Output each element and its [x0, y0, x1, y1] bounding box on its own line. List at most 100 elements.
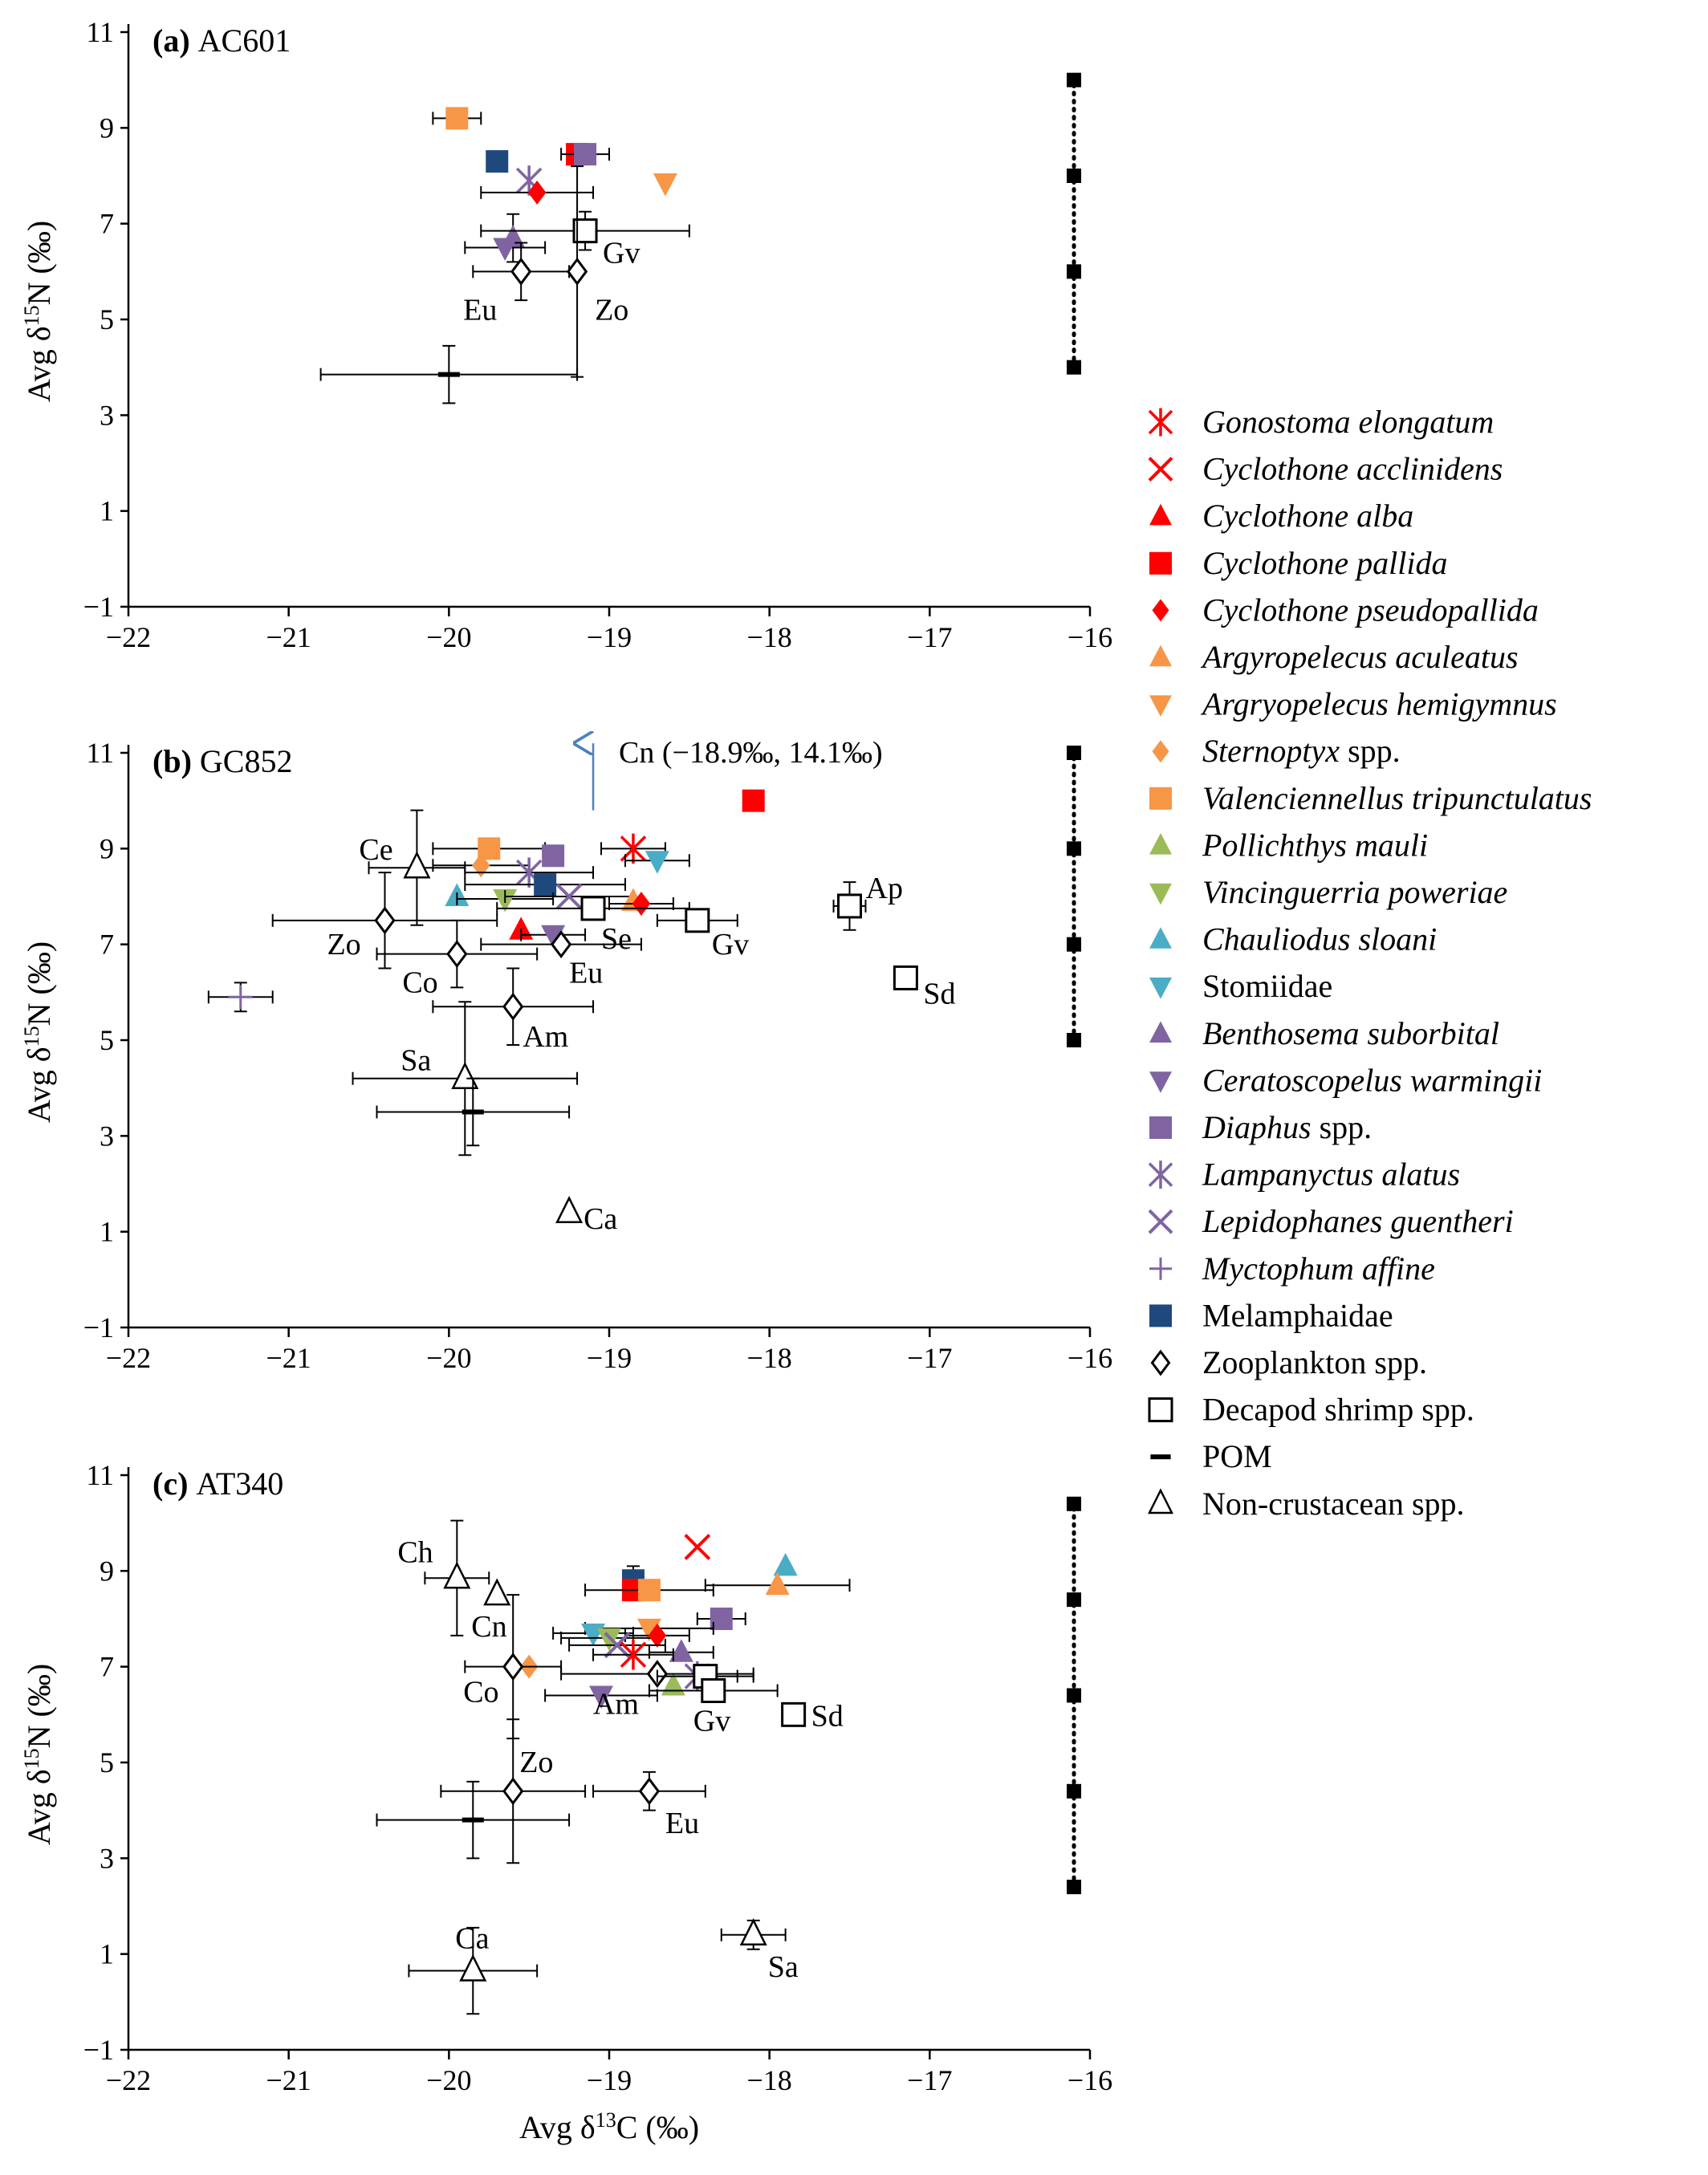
- point-label-gv: Gv: [603, 237, 640, 270]
- y-tick-label: 9: [100, 1555, 114, 1587]
- trophic-scale-marker: [1067, 1688, 1082, 1703]
- legend-item-lampanyctus-alatus: Lampanyctus alatus: [1148, 1157, 1460, 1193]
- marker-am: [502, 992, 524, 1021]
- point-sd: Sd: [781, 1699, 844, 1733]
- marker-ceratoscopelus-warmingii: [493, 238, 518, 261]
- legend-item-myctophum-affine: Myctophum affine: [1149, 1250, 1435, 1287]
- y-tick-label: 1: [100, 1938, 114, 1970]
- y-tick-label: 1: [100, 495, 114, 527]
- point-zo: Zo: [566, 165, 628, 378]
- y-tick-label: −1: [83, 2034, 114, 2066]
- point-valenciennellus-tripunctulatus: [432, 837, 547, 860]
- marker-chauliodus-sloani: [773, 1552, 798, 1576]
- marker-cyclothone-pseudopallida: [527, 180, 547, 205]
- point-cyclothone-alba: [509, 917, 534, 940]
- legend-label: Argryopelecus hemigymnus: [1200, 686, 1557, 722]
- x-tick-label: −18: [747, 1342, 792, 1374]
- marker-melamphaidae: [534, 873, 557, 896]
- point-label-am: Am: [523, 1020, 568, 1054]
- legend-label: Pollichthys mauli: [1202, 827, 1428, 863]
- panel-gc852: −1 1 3 5 7 9 11 −22 −21 −20 −19 −18 −17 −16 Avg δ15N (…: [20, 736, 1112, 1374]
- legend-marker: [1148, 1397, 1173, 1423]
- legend-item-argryopelecus-hemigymnus: Argryopelecus hemigymnus: [1149, 686, 1557, 722]
- y-tick-label: −1: [83, 1311, 114, 1344]
- marker-eu: [638, 1777, 661, 1806]
- point-label-ap: Ap: [866, 872, 903, 905]
- marker-sa: [739, 1918, 767, 1946]
- marker-co: [502, 1653, 524, 1681]
- point-label-sa: Sa: [768, 1950, 799, 1984]
- point-ceratoscopelus-warmingii: [464, 238, 547, 261]
- marker-gv: [685, 908, 710, 933]
- marker-gonostoma-elongatum: [620, 1640, 647, 1670]
- x-tick-label: −16: [1068, 1342, 1112, 1374]
- point-ce: Ce: [359, 809, 466, 926]
- legend-item-lepidophanes-guentheri: Lepidophanes guentheri: [1148, 1203, 1514, 1239]
- marker-argryopelecus-hemigymnus: [636, 1618, 661, 1642]
- point-label-zo: Zo: [519, 1746, 553, 1779]
- legend-label: Valenciennellus tripunctulatus: [1202, 780, 1592, 816]
- point-myctophum-affine: [207, 982, 274, 1013]
- legend-item-benthosema-suborbital: Benthosema suborbital: [1149, 1015, 1499, 1051]
- legend-marker: [1152, 740, 1169, 763]
- legend-label: Decapod shrimp spp.: [1202, 1392, 1474, 1428]
- marker-cyclothone-pseudopallida: [648, 1623, 667, 1648]
- point-label-cn: Cn: [471, 1610, 506, 1644]
- y-tick-label: 5: [100, 1024, 114, 1056]
- marker-zo: [566, 257, 588, 286]
- point-label-sa: Sa: [401, 1044, 431, 1078]
- x-tick-label: −16: [1068, 621, 1112, 653]
- y-tick-label: 3: [100, 1120, 114, 1152]
- x-tick-label: −18: [747, 2064, 792, 2096]
- point-cyclothone-acclinidens: [684, 1534, 711, 1560]
- legend-marker: [1150, 1349, 1171, 1376]
- x-tick-label: −22: [106, 2064, 151, 2096]
- point-label-ca: Ca: [584, 1202, 617, 1236]
- point-gv: Gv: [648, 1678, 779, 1738]
- legend-marker: [1148, 1209, 1173, 1234]
- x-tick-label: −17: [907, 2064, 952, 2096]
- trophic-scale-marker: [1067, 1783, 1082, 1799]
- marker-benthosema-suborbital: [669, 1639, 693, 1662]
- point-valenciennellus-tripunctulatus: [432, 107, 482, 130]
- y-tick-label: −1: [83, 591, 114, 623]
- point-label-ce: Ce: [359, 833, 392, 867]
- legend-marker: [1148, 1161, 1173, 1189]
- y-axis-label: Avg δ15N (‰): [20, 941, 58, 1123]
- legend-label: Lampanyctus alatus: [1202, 1157, 1460, 1193]
- point-sa: Sa: [720, 1918, 799, 1984]
- legend-label: Diaphus spp.: [1202, 1109, 1372, 1145]
- legend-marker: [1149, 644, 1172, 667]
- x-tick-label: −21: [266, 621, 311, 653]
- legend-label: Cyclothone pallida: [1202, 545, 1448, 581]
- marker-ceratoscopelus-warmingii: [589, 1685, 614, 1709]
- marker-ap: [837, 893, 862, 919]
- marker-valenciennellus-tripunctulatus: [445, 107, 469, 130]
- point-label-ca: Ca: [455, 1922, 489, 1956]
- x-tick-label: −19: [587, 1342, 632, 1374]
- legend-marker: [1149, 1116, 1172, 1139]
- x-tick-label: −22: [106, 621, 151, 653]
- legend-item-cyclothone-pseudopallida: Cyclothone pseudopallida: [1152, 592, 1539, 628]
- legend-item-sternoptyx: Sternoptyx spp.: [1152, 733, 1401, 769]
- y-axis-label: Avg δ15N (‰): [20, 221, 58, 402]
- point-cyclothone-pallida: [742, 789, 765, 812]
- legend-label: Ceratoscopelus warmingii: [1202, 1062, 1542, 1098]
- legend-marker: [1149, 1071, 1172, 1093]
- point-stomiidae: [624, 851, 690, 874]
- panel-ac601: −1 1 3 5 7 9 11 −22 −21 −20 −19 −18 −17 −16 Avg δ15N (…: [20, 16, 1113, 653]
- marker-melamphaidae: [486, 150, 509, 173]
- legend: Gonostoma elongatum Cyclothone accliniden…: [1147, 404, 1592, 1522]
- marker-argryopelecus-hemigymnus: [653, 173, 677, 197]
- marker-sd: [893, 965, 918, 990]
- marker-cn: [483, 1578, 511, 1606]
- x-tick-label: −20: [426, 2064, 471, 2096]
- point-label-eu: Eu: [569, 957, 603, 990]
- legend-item-gonostoma-elongatum: Gonostoma elongatum: [1148, 404, 1494, 440]
- point-ca: Ca: [555, 1196, 617, 1236]
- point-argryopelecus-hemigymnus: [653, 173, 677, 197]
- x-tick-label: −20: [426, 1342, 471, 1374]
- y-tick-label: 5: [100, 1746, 114, 1779]
- y-tick-label: 11: [86, 737, 114, 769]
